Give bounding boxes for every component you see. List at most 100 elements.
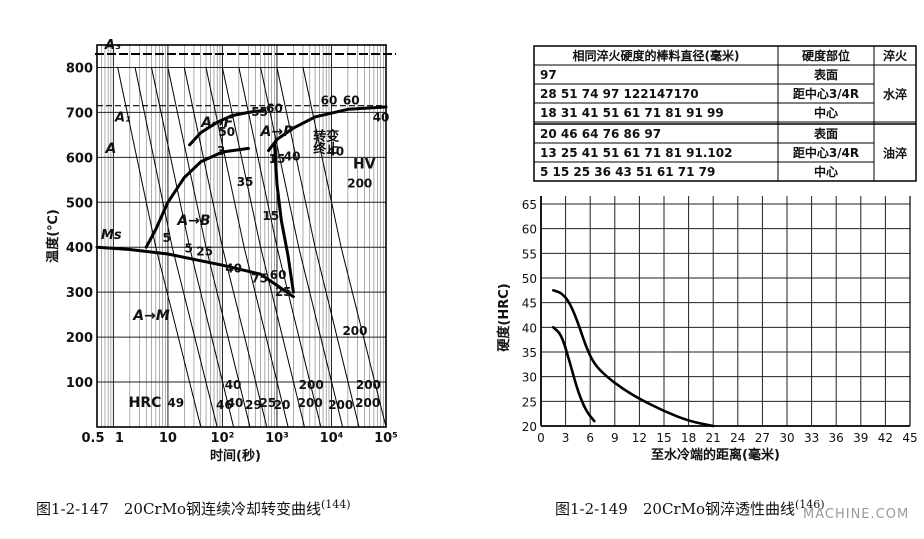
jom-x-tick-label: 12 bbox=[632, 431, 647, 445]
cct-hrc-value: 200 bbox=[299, 378, 324, 392]
cct-phase-label: 25 bbox=[196, 244, 213, 258]
cct-y-tick-label: 500 bbox=[66, 196, 93, 211]
jom-x-tick-label: 45 bbox=[902, 431, 917, 445]
jom-x-tick-label: 27 bbox=[755, 431, 770, 445]
cct-phase-label: 15 bbox=[269, 152, 286, 166]
cct-hrc-value: 40 bbox=[225, 378, 242, 392]
cct-phase-label: 40 bbox=[284, 149, 301, 163]
jom-x-tick-label: 18 bbox=[681, 431, 696, 445]
cct-region-label: 终止 bbox=[313, 141, 339, 157]
cct-y-tick-label: 700 bbox=[66, 106, 93, 121]
cct-cooling-curve bbox=[302, 67, 387, 428]
cct-cooling-curve bbox=[238, 67, 322, 428]
table-cell-medium: 油淬 bbox=[883, 146, 907, 161]
cct-region-label: A bbox=[104, 141, 116, 157]
jom-x-tick-label: 39 bbox=[853, 431, 868, 445]
watermark: MACHINE.COM bbox=[803, 507, 910, 522]
cct-phase-label: 60 bbox=[321, 93, 338, 107]
table-cell-diameters: 28 51 74 97 122147170 bbox=[540, 87, 699, 101]
hardenability-table: 相同淬火硬度的棒料直径(毫米) 硬度部位 淬火 97 表面 28 51 74 97 122… bbox=[533, 45, 917, 182]
cct-curve-transformation-finish bbox=[273, 142, 295, 294]
cct-curve-ms bbox=[95, 245, 295, 299]
table-cell-position: 表面 bbox=[813, 126, 838, 141]
table-cell-diameters: 97 bbox=[540, 68, 557, 82]
jom-curve-lower bbox=[552, 326, 596, 423]
jom-x-tick-label: 9 bbox=[611, 431, 619, 445]
cct-phase-label: 15 bbox=[262, 209, 279, 223]
jom-x-tick-label: 3 bbox=[562, 431, 570, 445]
jom-x-tick-label: 0 bbox=[537, 431, 545, 445]
cct-x-tick-label: 10² bbox=[211, 431, 235, 446]
cct-curve-bainite-start bbox=[144, 146, 250, 249]
cct-phase-label: 5 bbox=[163, 231, 171, 245]
jom-y-tick-label: 50 bbox=[522, 272, 537, 286]
jom-y-tick-label: 25 bbox=[522, 395, 537, 409]
cct-y-tick-label: 300 bbox=[66, 286, 93, 301]
jom-x-tick-label: 42 bbox=[878, 431, 893, 445]
cct-y-tick-label: 600 bbox=[66, 151, 93, 166]
jom-y-axis-label: 硬度(HRC) bbox=[496, 283, 512, 351]
cct-phase-label: 75 bbox=[251, 271, 268, 285]
jom-y-tick-label: 65 bbox=[522, 198, 537, 212]
cct-x-tick-label: 10³ bbox=[265, 431, 289, 446]
cct-region-label: 转变 bbox=[313, 128, 339, 144]
cct-y-tick-label: 100 bbox=[66, 376, 93, 391]
cct-hrc-value: 46 bbox=[216, 398, 233, 412]
cct-hrc-value: 49 bbox=[167, 396, 184, 410]
cct-phase-label: 60 bbox=[343, 93, 360, 107]
caption-right: 图1-2-149 20CrMo钢淬透性曲线(146) bbox=[555, 498, 825, 519]
jom-y-tick-label: 45 bbox=[522, 297, 537, 311]
cct-cooling-curve bbox=[151, 67, 235, 428]
cct-diagram: 100 200 300 400 500 600 700 800 0.5 1 10 10² 10³ 10⁴ 1… bbox=[45, 38, 398, 464]
cct-phase-label: 55 bbox=[251, 105, 268, 119]
cct-hrc-value: 200 bbox=[328, 398, 353, 412]
cct-cooling-curve bbox=[134, 67, 218, 428]
cct-region-label: A→B bbox=[176, 213, 210, 229]
cct-x-tick-label: 10 bbox=[159, 431, 177, 446]
caption-right-ref: (146) bbox=[794, 498, 825, 511]
cct-cooling-curve bbox=[183, 67, 268, 428]
cct-curve-pearlite bbox=[267, 105, 388, 153]
cct-phase-label: 60 bbox=[270, 268, 287, 282]
jom-grid bbox=[541, 196, 910, 427]
cct-phase-label: 200 bbox=[342, 324, 367, 338]
jom-x-tick-label: 30 bbox=[779, 431, 794, 445]
cct-y-tick-label: 200 bbox=[66, 331, 93, 346]
jom-y-tick-label: 35 bbox=[522, 346, 537, 360]
cct-hrc-label: HRC bbox=[129, 395, 162, 411]
cct-cooling-curve bbox=[205, 67, 289, 428]
cct-x-tick-label: 1 bbox=[115, 431, 124, 446]
cct-phase-label: 25 bbox=[275, 285, 292, 299]
cct-phase-label: 200 bbox=[347, 176, 372, 190]
cct-x-tick-label: 0.5 bbox=[81, 431, 104, 446]
cct-x-axis-label: 时间(秒) bbox=[210, 448, 261, 464]
cct-phase-label: 40 bbox=[225, 261, 242, 275]
cct-hrc-value: 200 bbox=[356, 378, 381, 392]
table-cell-position: 中心 bbox=[814, 164, 838, 179]
jom-x-tick-label: 6 bbox=[586, 431, 594, 445]
cct-cooling-curve bbox=[276, 67, 360, 428]
cct-hrc-value: 20 bbox=[274, 398, 291, 412]
jom-y-tick-label: 30 bbox=[522, 371, 537, 385]
cct-transformation-curves bbox=[95, 105, 388, 299]
cct-x-tick-label: 10⁴ bbox=[320, 431, 344, 446]
cct-cooling-curve bbox=[221, 67, 305, 428]
jom-x-tick-label: 21 bbox=[706, 431, 721, 445]
cct-cooling-curve bbox=[260, 67, 344, 428]
table-cell-position: 表面 bbox=[813, 67, 838, 82]
table-header-position: 硬度部位 bbox=[802, 48, 850, 63]
cct-region-label: A→P bbox=[260, 124, 295, 140]
jom-y-tick-label: 60 bbox=[522, 223, 537, 237]
jom-curve-upper bbox=[552, 289, 715, 428]
cct-curve-ferrite-start bbox=[188, 108, 267, 147]
cct-hrc-value: 200 bbox=[355, 396, 380, 410]
table-header-quench: 淬火 bbox=[883, 48, 908, 63]
cct-hrc-value: 29 bbox=[245, 398, 262, 412]
cct-phase-label: 35 bbox=[237, 175, 254, 189]
table-cell-diameters: 5 15 25 36 43 51 61 71 79 bbox=[540, 165, 715, 179]
table-cell-position: 中心 bbox=[814, 105, 838, 120]
cct-y-tick-label: 800 bbox=[66, 61, 93, 76]
table-cell-diameters: 20 46 64 76 86 97 bbox=[540, 127, 661, 141]
cct-cooling-curve bbox=[117, 67, 202, 428]
table-cell-medium: 水淬 bbox=[883, 87, 907, 102]
